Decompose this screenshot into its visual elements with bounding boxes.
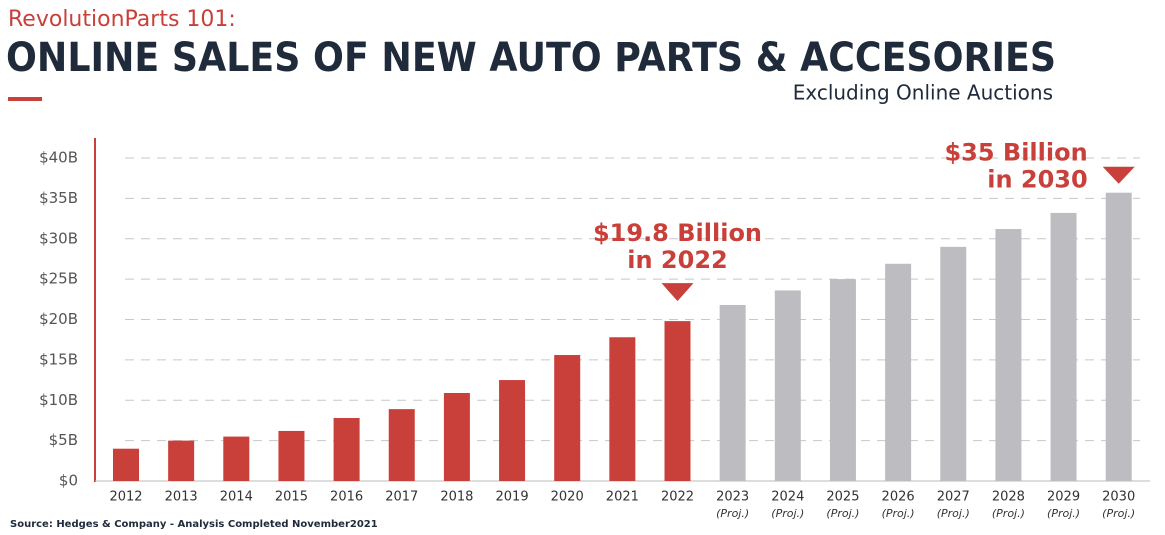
y-tick-label: $30B — [39, 229, 78, 247]
y-tick-label: $40B — [39, 149, 78, 167]
x-tick-label: 2025 — [826, 490, 859, 505]
annotation: in 2022 — [627, 246, 727, 274]
subtitle: Excluding Online Auctions — [793, 81, 1053, 105]
bar — [829, 279, 856, 481]
y-tick-label: $0 — [59, 472, 78, 490]
x-tick-label: 2015 — [275, 490, 308, 505]
x-tick-label: 2020 — [551, 490, 584, 505]
bar — [443, 392, 470, 481]
x-tick-label: 2029 — [1047, 490, 1080, 505]
bar — [333, 418, 360, 481]
x-tick-note: (Proj.) — [826, 507, 859, 520]
bar — [995, 229, 1022, 481]
x-tick-note: (Proj.) — [1047, 507, 1080, 520]
y-tick-label: $15B — [39, 350, 78, 368]
bar — [168, 440, 195, 481]
x-tick-label: 2023 — [716, 490, 749, 505]
x-tick-note: (Proj.) — [992, 507, 1025, 520]
annotation-arrow — [661, 283, 694, 302]
bar — [1050, 212, 1077, 481]
bar — [113, 448, 139, 481]
bar — [940, 246, 967, 481]
x-tick-label: 2028 — [992, 490, 1025, 505]
x-tick-note: (Proj.) — [937, 507, 970, 520]
x-tick-label: 2018 — [440, 490, 473, 505]
chart-title: ONLINE SALES OF NEW AUTO PARTS & ACCESOR… — [6, 35, 1056, 81]
source: Source: Hedges & Company - Analysis Comp… — [10, 519, 378, 530]
bar — [719, 304, 746, 481]
bar — [554, 355, 581, 481]
x-tick-label: 2013 — [165, 490, 198, 505]
x-tick-label: 2012 — [109, 490, 142, 505]
x-tick-note: (Proj.) — [771, 507, 804, 520]
y-tick-label: $5B — [49, 431, 78, 449]
x-tick-note: (Proj.) — [882, 507, 915, 520]
x-tick-label: 2021 — [606, 490, 639, 505]
bar — [388, 409, 415, 481]
x-tick-note: (Proj.) — [716, 507, 749, 520]
x-tick-label: 2030 — [1102, 490, 1135, 505]
bar — [664, 321, 691, 481]
y-tick-label: $35B — [39, 189, 78, 207]
y-tick-label: $25B — [39, 270, 78, 288]
bar — [885, 263, 912, 481]
x-tick-label: 2017 — [385, 490, 418, 505]
annotation-arrow — [1102, 166, 1135, 184]
y-tick-label: $10B — [39, 391, 78, 409]
x-tick-note: (Proj.) — [1102, 507, 1135, 520]
bar — [1105, 192, 1132, 481]
bar — [609, 337, 636, 481]
x-tick-label: 2027 — [937, 490, 970, 505]
bar — [223, 436, 250, 481]
x-tick-label: 2014 — [220, 490, 253, 505]
title-underline — [8, 97, 42, 101]
annotation: $35 Billion — [944, 139, 1087, 167]
annotation: in 2030 — [987, 166, 1087, 194]
bar — [278, 430, 305, 481]
x-tick-label: 2024 — [771, 490, 804, 505]
x-tick-label: 2016 — [330, 490, 363, 505]
x-tick-label: 2019 — [496, 490, 529, 505]
annotation: $19.8 Billion — [593, 219, 762, 247]
pretitle: RevolutionParts 101: — [8, 7, 236, 32]
bar — [499, 380, 526, 481]
y-tick-label: $20B — [39, 310, 78, 328]
x-tick-label: 2022 — [661, 490, 694, 505]
x-tick-label: 2026 — [882, 490, 915, 505]
bar — [774, 290, 801, 481]
